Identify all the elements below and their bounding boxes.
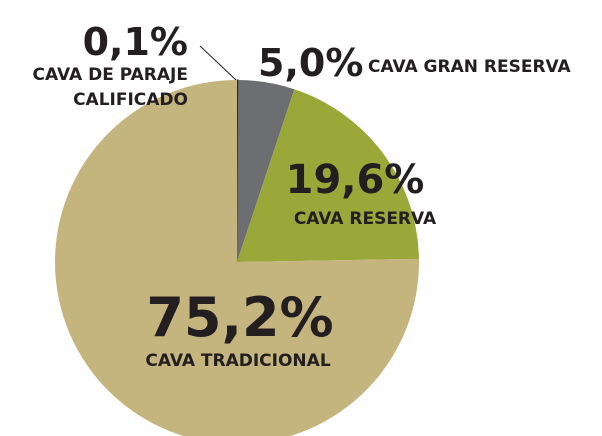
category-label-line: CAVA DE PARAJE	[33, 65, 188, 85]
category-label: CAVA RESERVA	[294, 209, 437, 229]
category-label-line: CALIFICADO	[73, 90, 188, 110]
value-label: 19,6%	[286, 157, 425, 203]
value-label: 5,0%	[258, 41, 363, 85]
pie-slice	[237, 80, 295, 262]
category-label: CAVA GRAN RESERVA	[368, 57, 572, 77]
value-label: 0,1%	[83, 20, 188, 64]
value-label: 75,2%	[146, 286, 333, 349]
pie-slice	[237, 89, 419, 262]
category-label: CAVA TRADICIONAL	[145, 351, 330, 371]
category-label: CAVA DE PARAJE CALIFICADO	[33, 65, 188, 110]
pie-slice	[55, 80, 419, 436]
leader-line	[199, 45, 237, 81]
